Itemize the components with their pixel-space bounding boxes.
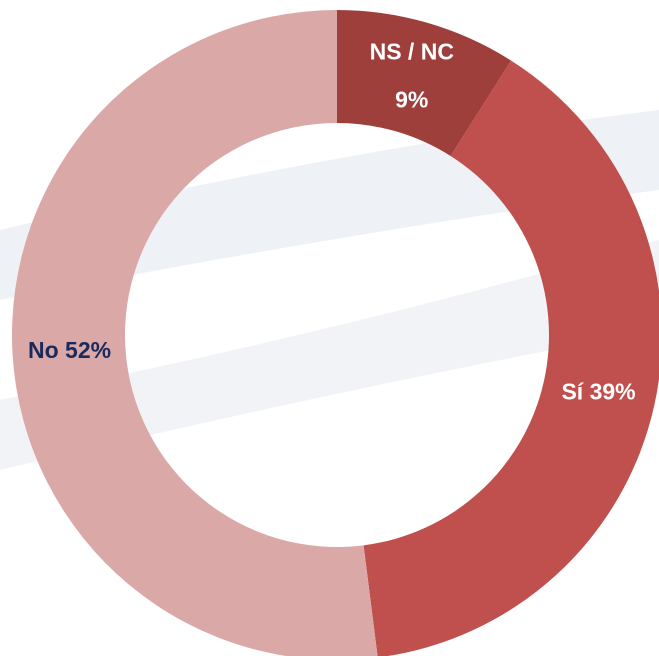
slice-label: Sí: [561, 379, 584, 405]
swoosh: [0, 240, 659, 470]
slice-label: No: [28, 337, 59, 363]
slice-label-group: No 52%: [28, 337, 111, 363]
donut-slice: [12, 10, 378, 656]
donut-slice: [337, 10, 512, 157]
slice-value-label: 39%: [590, 379, 636, 405]
slice-value-label: 52%: [65, 337, 111, 363]
donut-slice: [363, 60, 659, 656]
slice-label: NS / NC: [370, 39, 454, 65]
slice-label-group: Sí 39%: [561, 379, 635, 405]
slice-value-label: 9%: [395, 87, 428, 113]
